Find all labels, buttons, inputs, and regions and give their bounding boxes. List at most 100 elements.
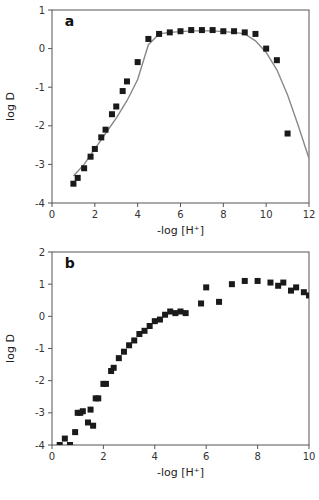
y-tick: [48, 125, 52, 126]
y-tick-label: 0: [39, 311, 45, 322]
marks: [70, 27, 309, 187]
point: [267, 280, 273, 286]
point: [220, 28, 226, 34]
y-tick-label: -1: [35, 82, 45, 93]
y-tick: [48, 164, 52, 165]
point: [188, 27, 194, 33]
x-tick-label: 8: [220, 209, 226, 220]
point: [111, 365, 117, 371]
point: [255, 278, 261, 284]
point: [147, 323, 153, 329]
y-tick: [48, 87, 52, 88]
x-tick: [309, 445, 310, 449]
point: [81, 165, 87, 171]
point: [126, 342, 132, 348]
panel-label: a: [65, 13, 74, 29]
y-tick-label: 1: [39, 279, 45, 290]
point: [229, 281, 235, 287]
y-tick: [48, 380, 52, 381]
point: [120, 88, 126, 94]
point: [178, 309, 184, 315]
point: [216, 299, 222, 305]
y-tick: [48, 316, 52, 317]
point: [109, 111, 115, 117]
y-tick: [48, 348, 52, 349]
y-tick-label: 0: [39, 43, 45, 54]
point: [98, 134, 104, 140]
point: [72, 429, 78, 435]
point: [242, 29, 248, 35]
y-tick: [48, 10, 52, 11]
x-tick-label: 10: [303, 451, 316, 462]
point: [88, 407, 94, 413]
point: [288, 288, 294, 294]
point: [103, 381, 109, 387]
panel: 0246810-4-3-2-1012-log [H⁺]log Db: [4, 247, 315, 480]
x-tick-label: 8: [254, 451, 260, 462]
y-tick-label: 2: [39, 247, 45, 258]
point: [263, 46, 269, 52]
y-tick-label: -1: [35, 343, 45, 354]
point: [136, 331, 142, 337]
point: [113, 104, 119, 110]
y-tick: [48, 48, 52, 49]
y-tick: [48, 252, 52, 253]
x-axis-label: -log [H⁺]: [157, 466, 204, 479]
x-tick: [137, 203, 138, 207]
point: [280, 280, 286, 286]
point: [178, 28, 184, 34]
point: [88, 154, 94, 160]
point: [293, 284, 299, 290]
point: [67, 442, 73, 445]
point: [131, 337, 137, 343]
point: [157, 317, 163, 323]
point: [121, 349, 127, 355]
point: [145, 36, 151, 42]
plot-frame: [52, 10, 309, 203]
point: [103, 127, 109, 133]
marks: [57, 278, 309, 445]
x-tick: [180, 203, 181, 207]
point: [92, 146, 98, 152]
point: [142, 328, 148, 334]
point: [275, 283, 281, 289]
point: [301, 289, 307, 295]
y-axis-label: log D: [4, 92, 17, 121]
x-tick-label: 4: [134, 209, 140, 220]
x-tick-label: 10: [260, 209, 273, 220]
y-tick-label: -4: [35, 198, 45, 209]
point: [75, 175, 81, 181]
curve: [73, 31, 309, 176]
point: [156, 31, 162, 37]
point: [162, 312, 168, 318]
point: [70, 181, 76, 187]
point: [210, 27, 216, 33]
x-tick: [154, 445, 155, 449]
point: [62, 436, 68, 442]
y-tick: [48, 203, 52, 204]
figure: 024681012-4-3-2-101-log [H⁺]log Da024681…: [0, 0, 319, 500]
y-tick-label: -3: [35, 407, 45, 418]
y-tick-label: -4: [35, 440, 45, 451]
x-tick: [223, 203, 224, 207]
point: [252, 31, 258, 37]
y-tick: [48, 284, 52, 285]
point: [116, 355, 122, 361]
x-tick-label: 6: [203, 451, 209, 462]
x-tick: [266, 203, 267, 207]
y-tick: [48, 445, 52, 446]
point: [80, 408, 86, 414]
point: [183, 310, 189, 316]
x-tick: [257, 445, 258, 449]
x-axis-label: -log [H⁺]: [157, 224, 204, 237]
point: [167, 309, 173, 315]
plot-frame: [52, 252, 309, 445]
point: [274, 57, 280, 63]
point: [306, 292, 309, 298]
point: [242, 278, 248, 284]
panel: 024681012-4-3-2-101-log [H⁺]log Da: [4, 5, 315, 238]
point: [198, 300, 204, 306]
point: [135, 59, 141, 65]
x-tick-label: 2: [100, 451, 106, 462]
y-tick-label: -2: [35, 375, 45, 386]
